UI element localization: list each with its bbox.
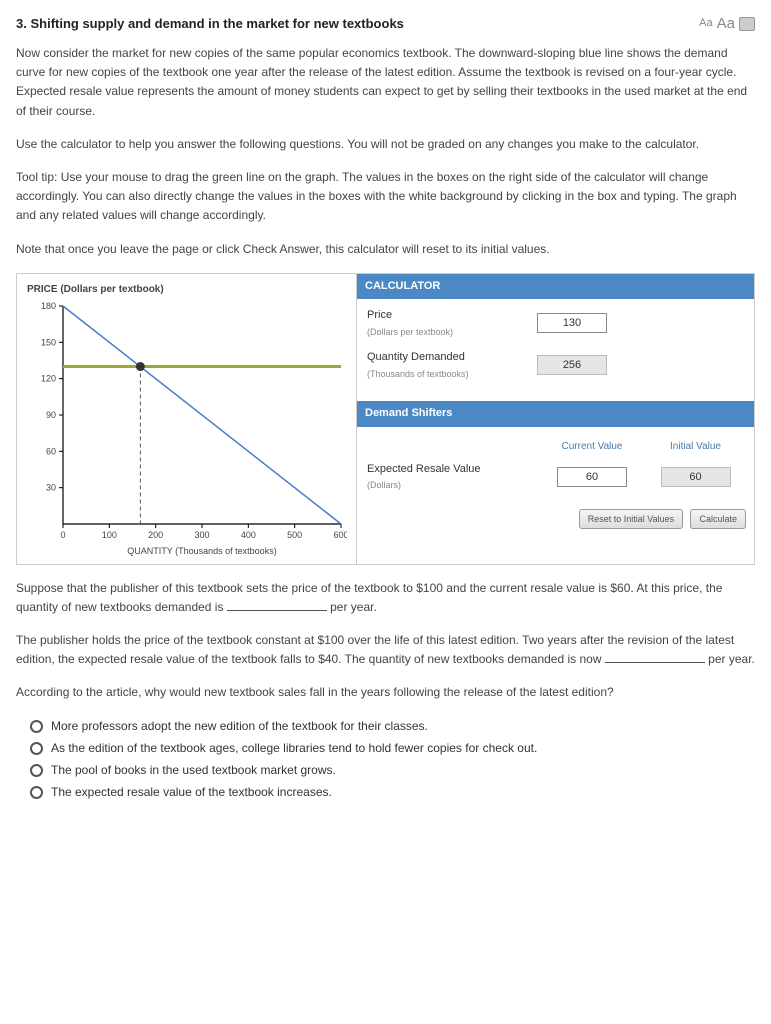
question-number: 3.	[16, 16, 27, 31]
toolbar: Aa Aa	[699, 12, 755, 36]
svg-text:150: 150	[41, 337, 56, 347]
question-1: Suppose that the publisher of this textb…	[16, 579, 755, 617]
svg-text:30: 30	[46, 482, 56, 492]
calculator-tool: PRICE (Dollars per textbook) 30 60 90 120 15…	[16, 273, 755, 565]
mc-option-4-label: The expected resale value of the textboo…	[51, 783, 332, 802]
multiple-choice: More professors adopt the new edition of…	[16, 717, 755, 803]
quantity-sublabel: (Thousands of textbooks)	[367, 367, 537, 381]
button-row: Reset to Initial Values Calculate	[357, 503, 754, 537]
intro-paragraph-1: Now consider the market for new copies o…	[16, 44, 755, 121]
svg-text:180: 180	[41, 301, 56, 311]
print-icon[interactable]	[739, 17, 755, 31]
q2-text-b: per year.	[705, 652, 755, 666]
price-label: Price	[367, 309, 392, 321]
mc-option-1-label: More professors adopt the new edition of…	[51, 717, 428, 736]
font-small-icon[interactable]: Aa	[699, 15, 712, 33]
reset-button[interactable]: Reset to Initial Values	[579, 509, 683, 529]
price-sublabel: (Dollars per textbook)	[367, 325, 537, 339]
svg-text:QUANTITY (Thousands of textboo: QUANTITY (Thousands of textbooks)	[127, 546, 276, 556]
resale-sublabel: (Dollars)	[367, 478, 537, 492]
calculate-button[interactable]: Calculate	[690, 509, 746, 529]
price-row: Price (Dollars per textbook) 130	[367, 307, 744, 339]
price-input[interactable]: 130	[537, 313, 607, 333]
q1-blank[interactable]	[227, 599, 327, 611]
q2-blank[interactable]	[605, 651, 705, 663]
radio-icon	[30, 720, 43, 733]
chart-column: PRICE (Dollars per textbook) 30 60 90 120 15…	[17, 274, 357, 564]
shifter-column-headers: Current Value Initial Value	[367, 439, 744, 455]
question-3: According to the article, why would new …	[16, 683, 755, 702]
resale-current-input[interactable]: 60	[557, 467, 627, 487]
quantity-label: Quantity Demanded	[367, 351, 465, 363]
mc-option-3-label: The pool of books in the used textbook m…	[51, 761, 336, 780]
mc-option-1[interactable]: More professors adopt the new edition of…	[30, 717, 755, 736]
mc-option-2-label: As the edition of the textbook ages, col…	[51, 739, 537, 758]
svg-text:200: 200	[148, 530, 163, 540]
mc-option-4[interactable]: The expected resale value of the textboo…	[30, 783, 755, 802]
current-value-header: Current Value	[537, 439, 647, 455]
intro-paragraph-2: Use the calculator to help you answer th…	[16, 135, 755, 154]
quantity-row: Quantity Demanded (Thousands of textbooks…	[367, 349, 744, 381]
question-title-text: Shifting supply and demand in the market…	[30, 16, 403, 31]
font-large-icon[interactable]: Aa	[717, 12, 735, 36]
initial-value-header: Initial Value	[647, 439, 744, 455]
tool-tip-paragraph: Tool tip: Use your mouse to drag the gre…	[16, 168, 755, 226]
calculator-header: CALCULATOR	[357, 274, 754, 300]
svg-text:0: 0	[60, 530, 65, 540]
quantity-output: 256	[537, 355, 607, 375]
svg-text:400: 400	[241, 530, 256, 540]
mc-option-2[interactable]: As the edition of the textbook ages, col…	[30, 739, 755, 758]
radio-icon	[30, 742, 43, 755]
radio-icon	[30, 786, 43, 799]
reset-note-paragraph: Note that once you leave the page or cli…	[16, 240, 755, 259]
q1-text-b: per year.	[327, 600, 377, 614]
svg-text:90: 90	[46, 410, 56, 420]
question-2: The publisher holds the price of the tex…	[16, 631, 755, 669]
mc-option-3[interactable]: The pool of books in the used textbook m…	[30, 761, 755, 780]
svg-text:600: 600	[333, 530, 347, 540]
y-axis-title: PRICE (Dollars per textbook)	[27, 282, 350, 298]
question-header: 3. Shifting supply and demand in the mar…	[16, 12, 755, 36]
resale-label: Expected Resale Value	[367, 463, 481, 475]
svg-text:100: 100	[102, 530, 117, 540]
svg-text:60: 60	[46, 446, 56, 456]
demand-chart[interactable]: 30 60 90 120 150 180 0 100 200 300 400 500 600 QUANTI…	[27, 300, 350, 560]
radio-icon	[30, 764, 43, 777]
resale-row: Expected Resale Value (Dollars) 60 60	[367, 461, 744, 493]
svg-text:300: 300	[194, 530, 209, 540]
svg-text:120: 120	[41, 373, 56, 383]
svg-text:500: 500	[287, 530, 302, 540]
question-title: 3. Shifting supply and demand in the mar…	[16, 14, 404, 35]
resale-initial-output: 60	[661, 467, 731, 487]
calculator-column: CALCULATOR Price (Dollars per textbook) 1…	[357, 274, 754, 564]
shifters-header: Demand Shifters	[357, 401, 754, 427]
